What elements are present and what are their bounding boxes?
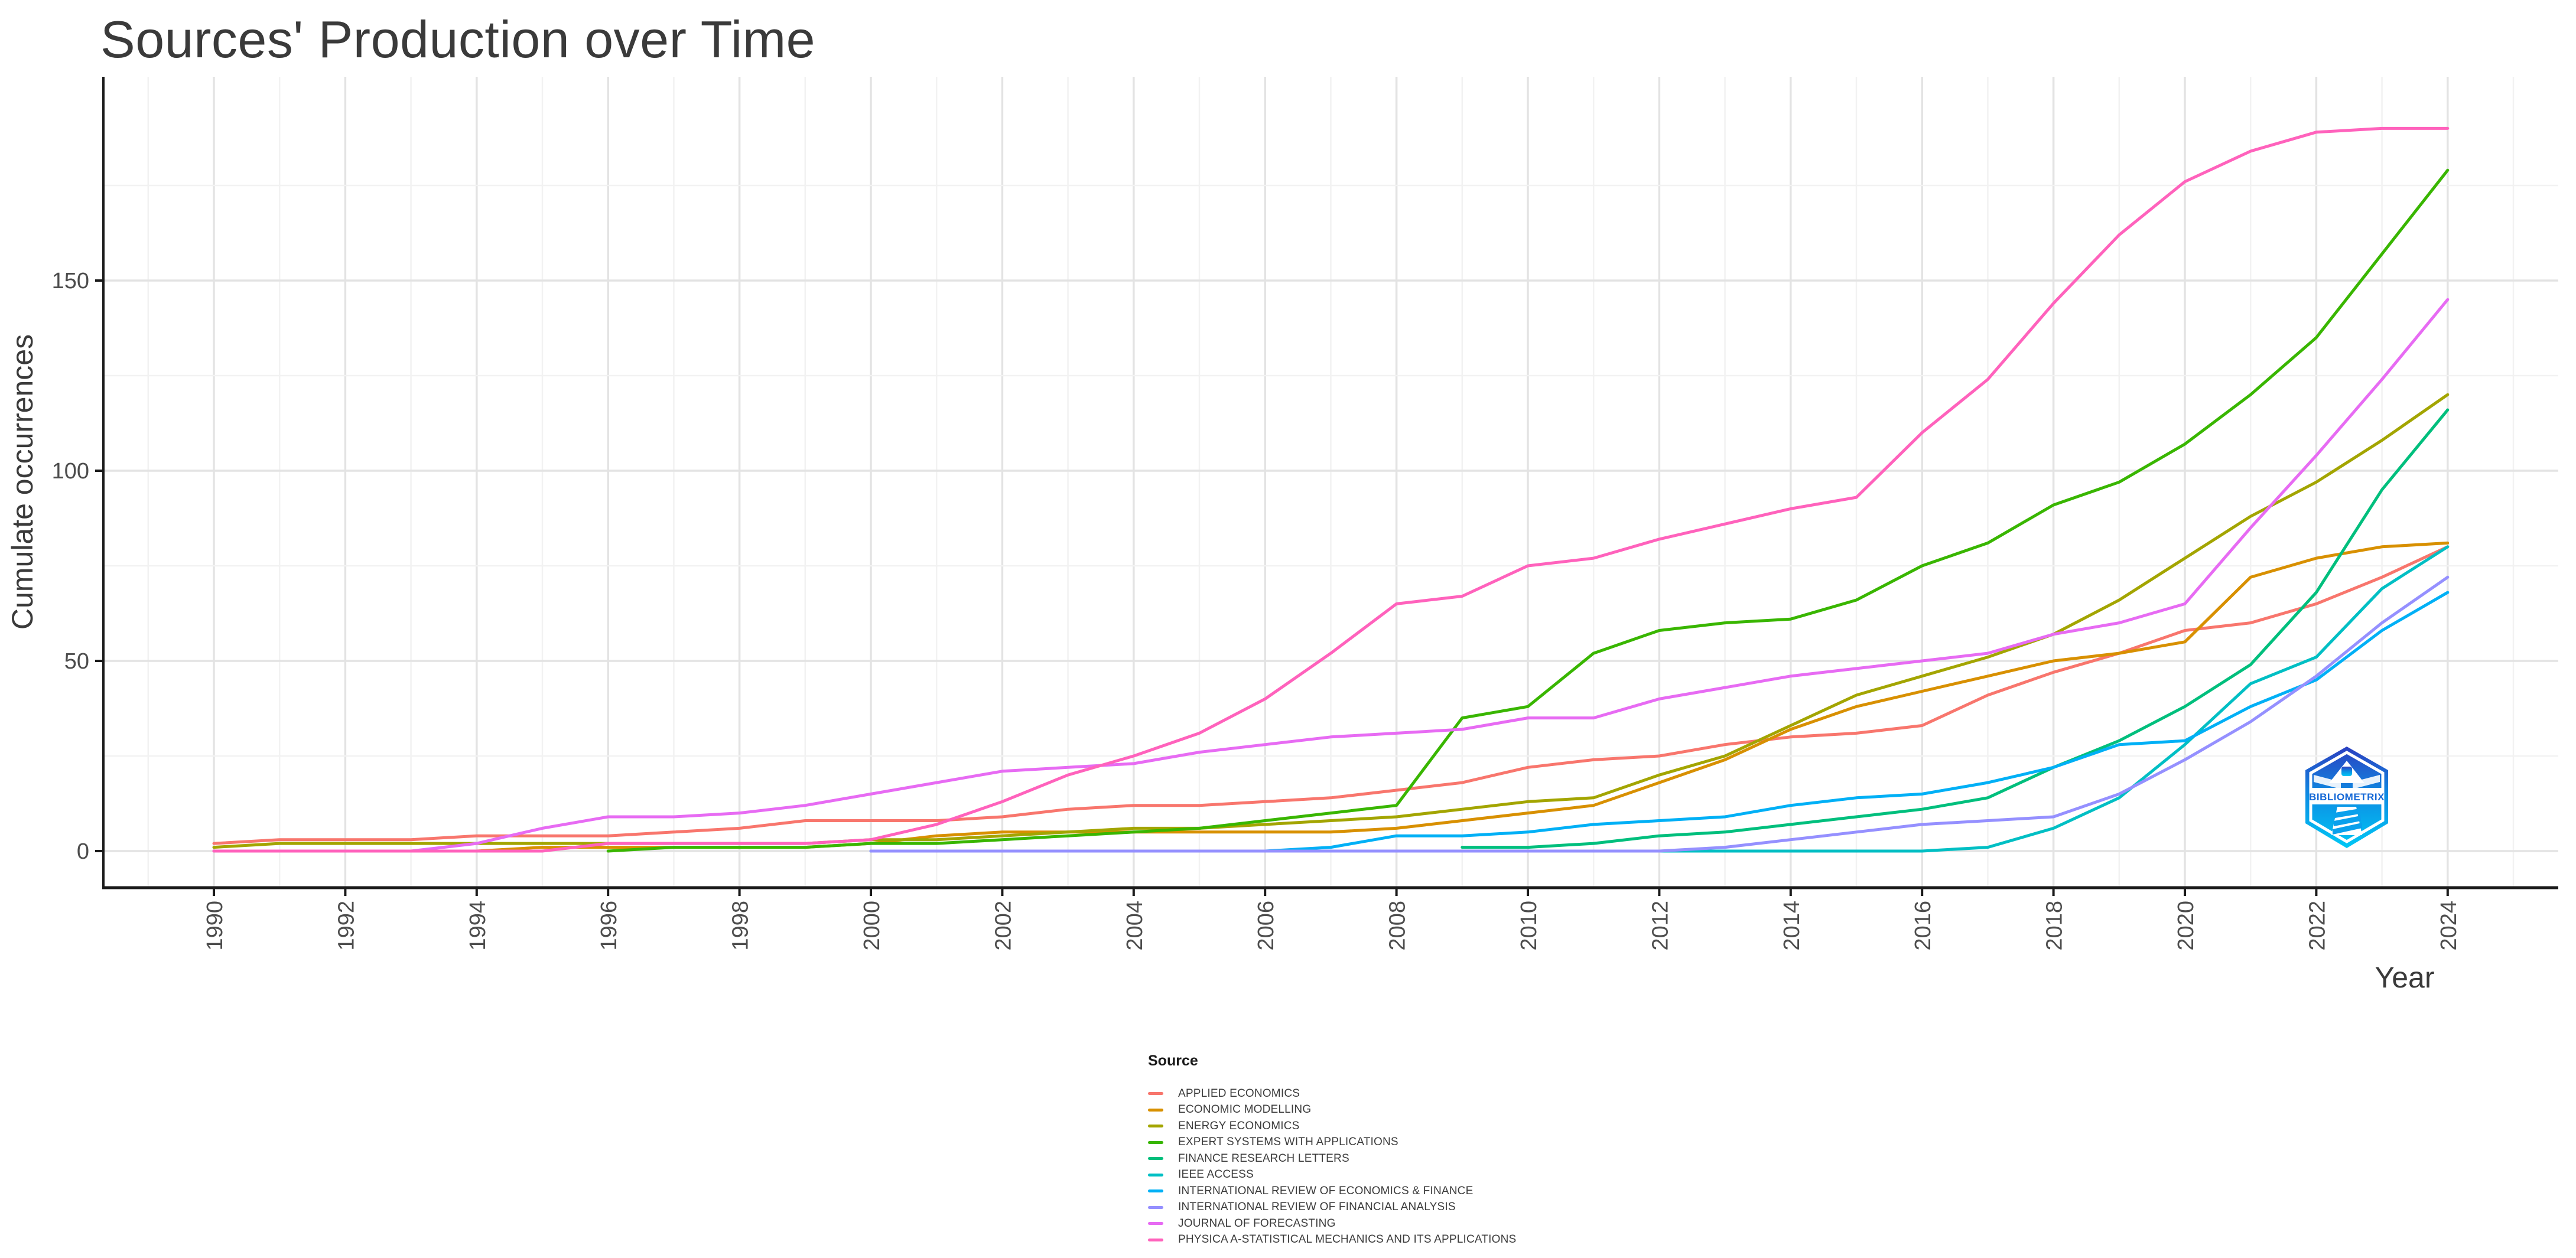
page-title: Sources' Production over Time	[100, 10, 816, 69]
x-tick-label-1992: 1992	[334, 901, 359, 951]
x-tick-label-2020: 2020	[2174, 901, 2198, 951]
y-tick-label-0: 0	[77, 839, 89, 864]
legend-item: IEEE ACCESS	[1148, 1167, 1516, 1184]
legend-item-label: FINANCE RESEARCH LETTERS	[1178, 1152, 1349, 1165]
legend-swatch	[1148, 1173, 1163, 1176]
x-tick-label-2002: 2002	[991, 901, 1016, 951]
series-line: INTERNATIONAL REVIEW OF FINANCIAL ANALYS…	[869, 575, 2450, 853]
legend-item-label: ENERGY ECONOMICS	[1178, 1119, 1300, 1132]
x-tick-label-2024: 2024	[2437, 901, 2461, 951]
x-tick-label-2008: 2008	[1385, 901, 1410, 951]
series-line: ENERGY ECONOMICS	[212, 393, 2450, 849]
series-line: APPLIED ECONOMICS	[212, 545, 2450, 845]
y-tick-label-50: 50	[64, 649, 89, 674]
lighthouse-icon	[2314, 761, 2380, 835]
x-tick-label-2016: 2016	[1911, 901, 1936, 951]
legend-swatch	[1148, 1108, 1163, 1112]
x-tick-label-2018: 2018	[2042, 901, 2067, 951]
legend-item-label: ECONOMIC MODELLING	[1178, 1103, 1312, 1116]
legend-item-label: IEEE ACCESS	[1178, 1168, 1254, 1181]
series-line: FINANCE RESEARCH LETTERS	[1461, 408, 2450, 849]
legend-item: FINANCE RESEARCH LETTERS	[1148, 1151, 1516, 1167]
series-line: JOURNAL OF FORECASTING	[212, 298, 2450, 853]
legend-item-label: INTERNATIONAL REVIEW OF ECONOMICS & FINA…	[1178, 1184, 1474, 1197]
x-tick-label-1990: 1990	[203, 901, 227, 951]
legend-item: INTERNATIONAL REVIEW OF FINANCIAL ANALYS…	[1148, 1200, 1516, 1216]
legend-title: Source	[1148, 1052, 1198, 1069]
x-tick-label-2010: 2010	[1517, 901, 1541, 951]
x-tick-label-2000: 2000	[860, 901, 884, 951]
legend-item-label: PHYSICA A-STATISTICAL MECHANICS AND ITS …	[1178, 1233, 1517, 1246]
legend-item: APPLIED ECONOMICS	[1148, 1086, 1516, 1102]
watermark-text: BIBLIOMETRIX	[2309, 791, 2385, 803]
x-tick-label-2022: 2022	[2305, 901, 2330, 951]
x-tick-label-1996: 1996	[597, 901, 622, 951]
y-tick-label-100: 100	[52, 459, 89, 484]
legend-swatch	[1148, 1140, 1163, 1144]
legend-item-label: EXPERT SYSTEMS WITH APPLICATIONS	[1178, 1136, 1398, 1149]
x-tick-label-2004: 2004	[1123, 901, 1147, 951]
x-tick-label-2012: 2012	[1648, 901, 1673, 951]
legend-item: ENERGY ECONOMICS	[1148, 1118, 1516, 1135]
legend-swatch	[1148, 1092, 1163, 1096]
legend-item-label: JOURNAL OF FORECASTING	[1178, 1217, 1336, 1230]
legend: Source APPLIED ECONOMICS ECONOMIC MODELLI…	[1148, 1052, 1516, 1248]
legend-item: EXPERT SYSTEMS WITH APPLICATIONS	[1148, 1135, 1516, 1151]
legend-swatch	[1148, 1222, 1163, 1226]
series-line: PHYSICA A-STATISTICAL MECHANICS AND ITS …	[212, 126, 2450, 853]
legend-item: ECONOMIC MODELLING	[1148, 1102, 1516, 1119]
legend-swatch	[1148, 1125, 1163, 1128]
x-tick-label-1994: 1994	[466, 901, 490, 951]
bibliometrix-logo: BIBLIOMETRIX	[2305, 747, 2388, 848]
legend-swatch	[1148, 1205, 1163, 1209]
logo-hexagon: BIBLIOMETRIX	[2305, 747, 2388, 848]
legend-item-label: INTERNATIONAL REVIEW OF FINANCIAL ANALYS…	[1178, 1201, 1456, 1214]
legend-item: JOURNAL OF FORECASTING	[1148, 1215, 1516, 1232]
legend-swatch	[1148, 1189, 1163, 1193]
legend-swatch	[1148, 1238, 1163, 1241]
y-axis-title: Cumulate occurrences	[6, 334, 39, 630]
legend-swatch	[1148, 1157, 1163, 1161]
legend-item: PHYSICA A-STATISTICAL MECHANICS AND ITS …	[1148, 1232, 1516, 1249]
legend-item: INTERNATIONAL REVIEW OF ECONOMICS & FINA…	[1148, 1183, 1516, 1200]
x-tick-label-2006: 2006	[1254, 901, 1279, 951]
x-tick-label-1998: 1998	[728, 901, 753, 951]
x-axis-title: Year	[2375, 961, 2434, 994]
legend-item-label: APPLIED ECONOMICS	[1178, 1087, 1300, 1100]
series-line: EXPERT SYSTEMS WITH APPLICATIONS	[606, 168, 2450, 853]
y-tick-label-150: 150	[52, 269, 89, 294]
legend-items: APPLIED ECONOMICS ECONOMIC MODELLING ENERG…	[1148, 1086, 1516, 1248]
x-tick-label-2014: 2014	[1780, 901, 1804, 951]
